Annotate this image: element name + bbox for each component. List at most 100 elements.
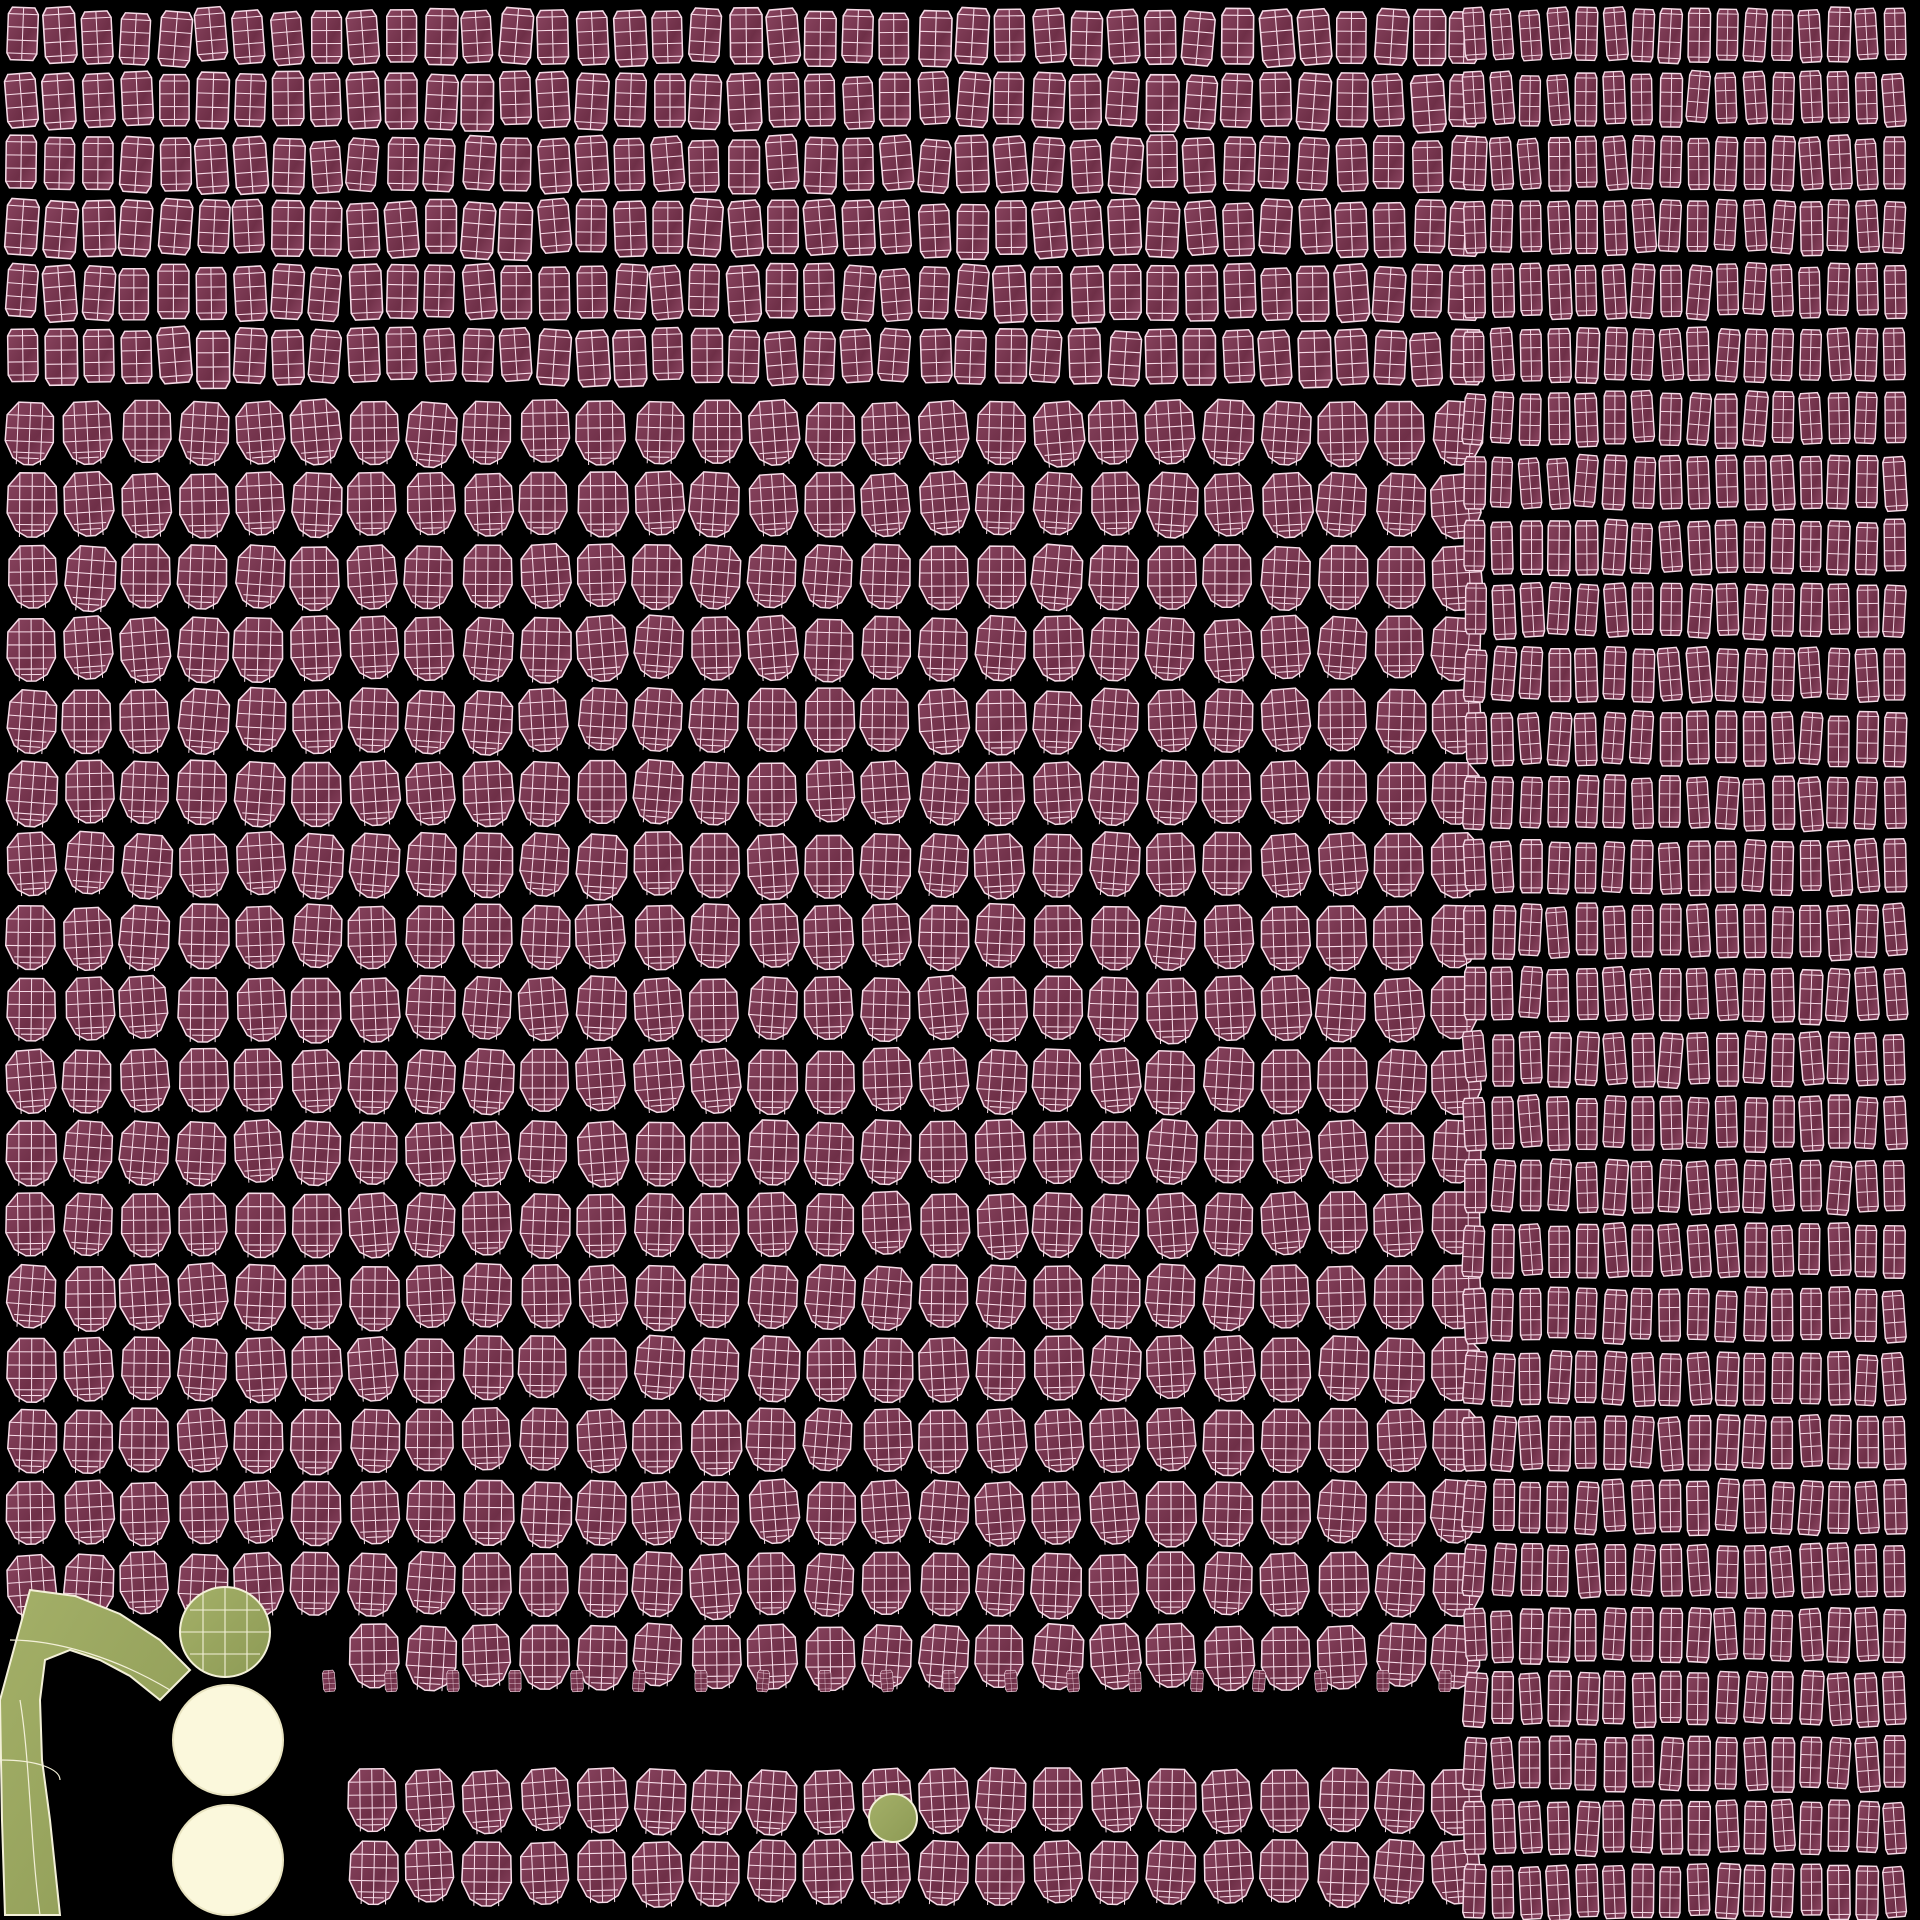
uv-island xyxy=(1685,391,1713,447)
uv-island xyxy=(1685,1606,1713,1664)
uv-island xyxy=(64,1265,117,1333)
uv-island xyxy=(1546,841,1572,895)
uv-island xyxy=(840,8,875,64)
uv-island xyxy=(1741,968,1766,1023)
uv-island xyxy=(1146,545,1198,611)
uv-island xyxy=(1492,1478,1516,1532)
uv-island xyxy=(1374,615,1425,679)
uv-island xyxy=(1600,711,1627,765)
uv-island xyxy=(1317,1407,1369,1473)
uv-island xyxy=(1518,1222,1544,1277)
uv-island xyxy=(348,263,384,322)
uv-island xyxy=(155,325,194,385)
uv-island xyxy=(4,1480,57,1546)
uv-island xyxy=(1854,1543,1879,1598)
uv-island xyxy=(1882,967,1909,1022)
uv-island xyxy=(1602,1221,1630,1279)
uv-island xyxy=(1826,1864,1851,1920)
uv-island xyxy=(1519,200,1543,253)
uv-island xyxy=(122,399,172,463)
uv-island xyxy=(270,199,306,258)
uv-island xyxy=(1826,1671,1853,1727)
uv-island xyxy=(1854,71,1879,125)
uv-island xyxy=(1491,1670,1515,1725)
uv-island xyxy=(422,264,456,318)
uv-island xyxy=(1883,648,1906,701)
uv-island xyxy=(1602,1094,1628,1149)
uv-island xyxy=(386,136,420,192)
uv-island xyxy=(1685,1031,1711,1085)
uv-island xyxy=(1743,1096,1769,1154)
uv-island xyxy=(1854,903,1880,959)
uv-island xyxy=(1461,1029,1488,1084)
uv-island xyxy=(1029,135,1066,194)
uv-island xyxy=(1882,1608,1907,1664)
uv-island xyxy=(193,136,230,196)
uv-island xyxy=(159,73,190,127)
uv-island xyxy=(1769,454,1797,511)
uv-island xyxy=(1296,265,1330,323)
uv-island xyxy=(40,71,78,131)
uv-island xyxy=(1182,73,1219,131)
uv-island xyxy=(687,263,721,318)
uv-island xyxy=(1743,455,1768,511)
uv-island xyxy=(613,262,650,321)
uv-island xyxy=(574,328,612,388)
uv-island xyxy=(1659,264,1683,318)
uv-island xyxy=(346,326,382,384)
uv-island xyxy=(1686,1543,1712,1597)
uv-island xyxy=(1771,647,1796,702)
uv-island xyxy=(1685,776,1711,829)
uv-island xyxy=(1772,775,1796,830)
uv-island xyxy=(1685,967,1710,1020)
uv-island xyxy=(1684,69,1712,124)
uv-island xyxy=(1659,1799,1684,1855)
uv-island xyxy=(1827,1480,1851,1535)
uv-island xyxy=(1548,1225,1571,1279)
uv-island xyxy=(1601,1288,1629,1346)
uv-island xyxy=(1546,1031,1573,1089)
uv-island xyxy=(1714,1670,1741,1725)
uv-island xyxy=(382,199,421,260)
uv-island xyxy=(576,1838,628,1904)
uv-island xyxy=(575,1193,627,1259)
uv-island xyxy=(1546,1544,1570,1598)
uv-island xyxy=(1855,1865,1880,1920)
uv-island xyxy=(1317,1551,1371,1618)
uv-island xyxy=(1657,841,1683,896)
uv-island xyxy=(1518,1672,1544,1726)
uv-island xyxy=(1742,647,1769,704)
uv-island xyxy=(754,1668,772,1694)
uv-island xyxy=(1853,1606,1881,1663)
uv-island xyxy=(1826,647,1851,701)
uv-island xyxy=(1518,74,1542,127)
uv-island xyxy=(1574,842,1598,894)
uv-island xyxy=(1714,775,1741,831)
uv-island xyxy=(345,471,398,537)
uv-island xyxy=(1490,1158,1517,1213)
uv-island xyxy=(1106,197,1143,257)
uv-island xyxy=(82,328,116,383)
uv-island xyxy=(803,136,839,195)
uv-island xyxy=(1631,582,1654,635)
uv-island xyxy=(1882,1545,1906,1598)
uv-island xyxy=(1883,837,1908,893)
uv-island xyxy=(652,200,684,254)
uv-island xyxy=(1742,1286,1769,1342)
uv-island xyxy=(1518,1030,1543,1085)
uv-island xyxy=(1462,331,1485,383)
uv-island xyxy=(1742,198,1768,252)
uv-island xyxy=(803,834,855,899)
uv-island xyxy=(1687,1735,1712,1792)
uv-island xyxy=(1685,1480,1711,1537)
uv-island xyxy=(1463,519,1486,572)
uv-island xyxy=(1002,1668,1020,1694)
uv-island xyxy=(459,200,498,261)
uv-island xyxy=(1797,1222,1821,1275)
uv-island xyxy=(1462,135,1489,192)
uv-island xyxy=(1658,520,1684,573)
uv-island xyxy=(3,71,40,130)
uv-island xyxy=(1602,582,1630,639)
uv-island xyxy=(1201,543,1253,609)
uv-island xyxy=(1854,199,1881,254)
